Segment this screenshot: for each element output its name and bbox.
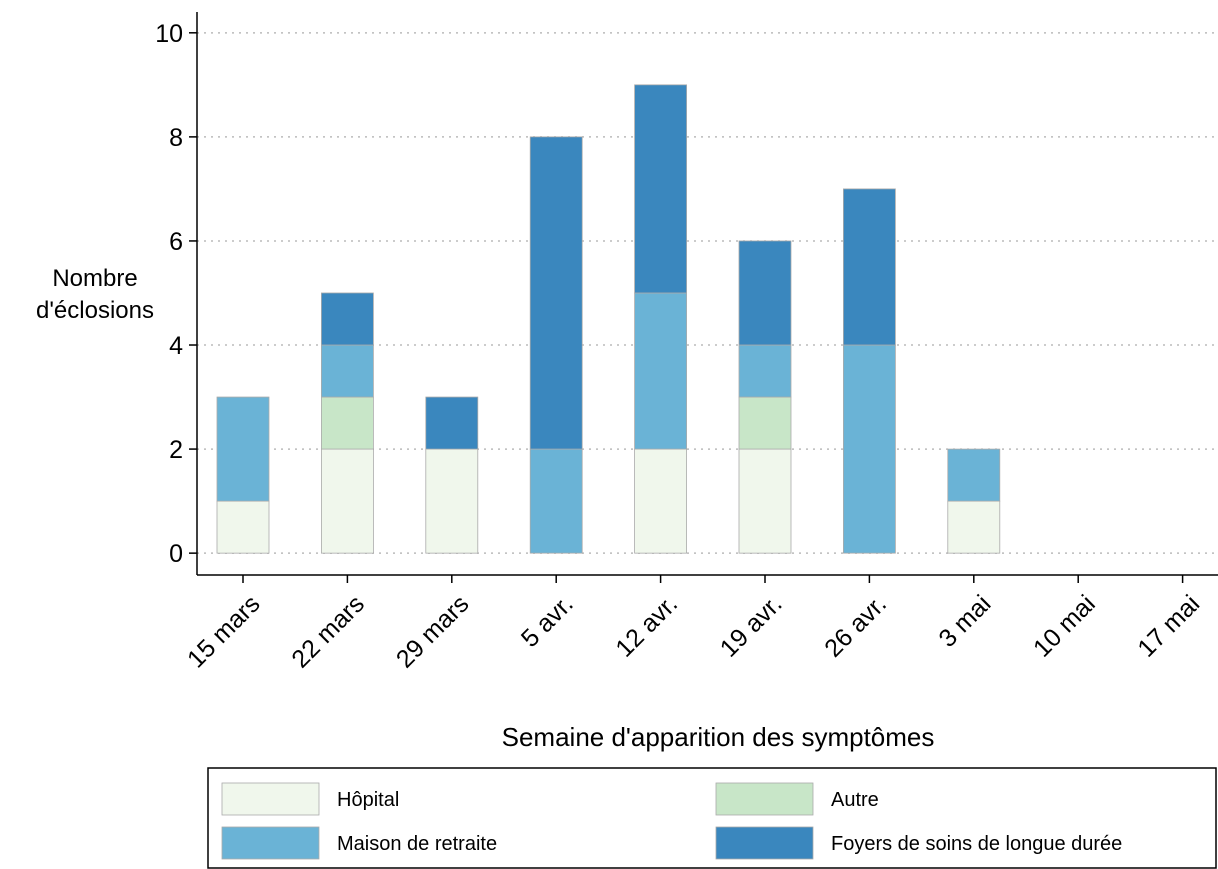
x-tick-label: 29 mars xyxy=(391,590,475,674)
bar-segment xyxy=(843,344,896,554)
x-tick-label: 12 avr. xyxy=(610,590,683,663)
y-tick-label: 4 xyxy=(169,332,183,360)
bar-segment xyxy=(738,344,792,398)
legend-label: Maison de retraite xyxy=(337,833,497,855)
bar-segment xyxy=(320,344,374,398)
bar-segment xyxy=(216,500,270,554)
y-tick-label: 10 xyxy=(155,20,183,48)
bar-segment xyxy=(947,500,1001,554)
bar-segment xyxy=(947,448,1001,502)
bar-segment xyxy=(634,292,687,450)
bar-segment xyxy=(843,188,896,346)
y-tick-label: 0 xyxy=(169,540,183,568)
x-tick-label: 22 mars xyxy=(286,590,370,674)
x-tick-label: 26 avr. xyxy=(819,590,892,663)
y-tick-label: 6 xyxy=(169,228,183,256)
y-axis-label: d'éclosions xyxy=(36,297,154,324)
legend-label: Autre xyxy=(831,789,879,811)
x-tick-label: 15 mars xyxy=(182,590,266,674)
bar-segment xyxy=(529,136,583,450)
bar-segment xyxy=(634,84,687,294)
y-tick-label: 2 xyxy=(169,436,183,464)
x-tick-label: 17 mai xyxy=(1132,590,1205,663)
bar-segment xyxy=(216,396,270,502)
bar-segment xyxy=(738,240,792,346)
x-tick-label: 19 avr. xyxy=(715,590,788,663)
legend-box xyxy=(207,767,1217,869)
bar-segment xyxy=(738,448,792,554)
x-tick-label: 10 mai xyxy=(1028,590,1101,663)
bar-segment xyxy=(529,448,583,554)
legend-label: Foyers de soins de longue durée xyxy=(831,833,1122,855)
bar-segment xyxy=(425,396,479,450)
x-axis-label: Semaine d'apparition des symptômes xyxy=(502,722,935,752)
legend-swatch xyxy=(221,782,320,816)
legend-swatch xyxy=(715,826,814,860)
legend-swatch xyxy=(221,826,320,860)
y-axis-label: Nombre xyxy=(52,265,137,292)
legend-label: Hôpital xyxy=(337,789,399,811)
x-tick-label: 3 mai xyxy=(933,590,996,653)
bar-segment xyxy=(320,292,374,346)
y-tick-label: 8 xyxy=(169,124,183,152)
bar-segment xyxy=(320,448,374,554)
legend-swatch xyxy=(715,782,814,816)
bar-segment xyxy=(738,396,792,450)
bar-segment xyxy=(634,448,687,554)
bar-segment xyxy=(320,396,374,450)
x-tick-label: 5 avr. xyxy=(516,590,579,653)
bar-segment xyxy=(425,448,479,554)
